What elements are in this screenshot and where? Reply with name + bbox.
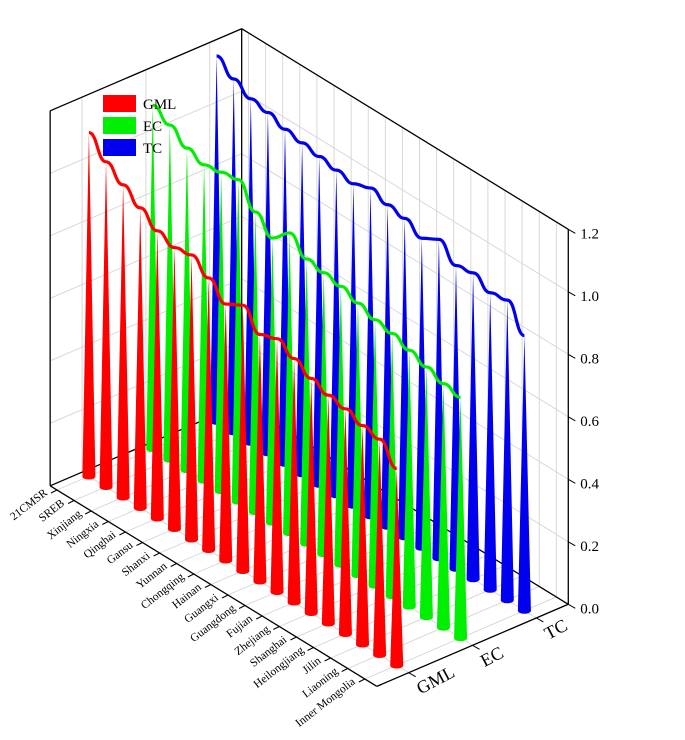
cone-mark xyxy=(373,439,387,659)
cone-mark xyxy=(338,408,352,638)
axis-line xyxy=(376,603,569,687)
cone-mark xyxy=(82,132,96,480)
cone-mark xyxy=(402,350,416,610)
category-tick xyxy=(102,521,109,525)
legend-swatch xyxy=(103,117,136,134)
legend-label: TC xyxy=(143,141,162,157)
cone-mark xyxy=(167,247,181,533)
cone-mark xyxy=(454,397,468,642)
category-tick xyxy=(153,552,160,557)
series-tick xyxy=(472,644,480,650)
cone-mark xyxy=(356,425,370,648)
category-tick xyxy=(307,647,314,651)
series-axis-label: EC xyxy=(477,642,507,670)
cone-mark xyxy=(270,338,284,596)
category-tick xyxy=(119,531,126,536)
z-tick xyxy=(568,291,576,297)
z-tick xyxy=(568,353,576,359)
series-tick xyxy=(408,672,416,678)
category-tick xyxy=(136,542,143,546)
z-tick xyxy=(568,541,576,547)
category-tick xyxy=(290,636,297,641)
cone-mark xyxy=(253,334,267,585)
legend-swatch xyxy=(103,139,136,156)
category-tick xyxy=(255,615,263,620)
cone-mark xyxy=(287,358,301,606)
axis-line xyxy=(49,485,378,687)
z-tick-label: 1.0 xyxy=(580,289,599,305)
cone-mark xyxy=(304,378,318,617)
cone-mark xyxy=(321,395,335,627)
series-tick xyxy=(536,617,544,623)
cone-mark xyxy=(133,207,147,512)
category-tick xyxy=(221,594,229,599)
series-line xyxy=(88,130,398,471)
category-tick xyxy=(358,678,366,683)
z-tick xyxy=(568,478,576,484)
series-line xyxy=(216,54,526,338)
cone-mark xyxy=(99,161,113,491)
category-label: Jilin xyxy=(300,655,323,677)
cone-mark xyxy=(150,230,164,522)
legend: GML EC TC xyxy=(103,95,176,157)
legend-label: GML xyxy=(143,97,176,113)
z-tick-label: 0.0 xyxy=(580,601,599,617)
cone-mark xyxy=(236,305,250,575)
cone-mark xyxy=(483,292,497,593)
series-gml xyxy=(82,130,404,669)
z-tick-label: 0.8 xyxy=(580,351,599,367)
axis-line xyxy=(241,28,569,230)
cone-mark xyxy=(500,300,514,604)
series-axis-label: TC xyxy=(541,615,571,643)
cone-mark xyxy=(466,272,480,583)
cone-mark xyxy=(517,335,531,614)
category-tick xyxy=(50,489,58,494)
legend-label: EC xyxy=(143,119,162,135)
cone-mark xyxy=(116,184,130,501)
category-tick xyxy=(273,626,280,630)
category-tick xyxy=(67,500,75,504)
z-tick-label: 0.6 xyxy=(580,414,599,430)
z-tick-label: 1.2 xyxy=(580,226,599,242)
cone-mark xyxy=(436,383,450,631)
cone-layer xyxy=(82,54,531,669)
category-tick xyxy=(187,573,195,578)
category-tick xyxy=(341,668,348,672)
category-tick xyxy=(204,584,212,588)
axis-line xyxy=(49,28,242,112)
category-tick xyxy=(238,605,246,609)
cone-mark xyxy=(185,254,199,543)
legend-swatch xyxy=(103,95,136,112)
cone-mark xyxy=(419,366,433,621)
z-tick xyxy=(568,416,576,422)
cone-mark xyxy=(202,277,216,554)
category-tick xyxy=(324,657,331,662)
category-tick xyxy=(170,563,177,567)
cone-mark xyxy=(219,304,233,564)
z-tick xyxy=(568,228,576,234)
z-tick xyxy=(568,603,576,609)
category-tick xyxy=(84,510,92,515)
series-line xyxy=(152,103,461,399)
z-tick-label: 0.2 xyxy=(580,539,599,555)
z-tick-label: 0.4 xyxy=(580,476,599,492)
cone-mark xyxy=(390,468,404,669)
